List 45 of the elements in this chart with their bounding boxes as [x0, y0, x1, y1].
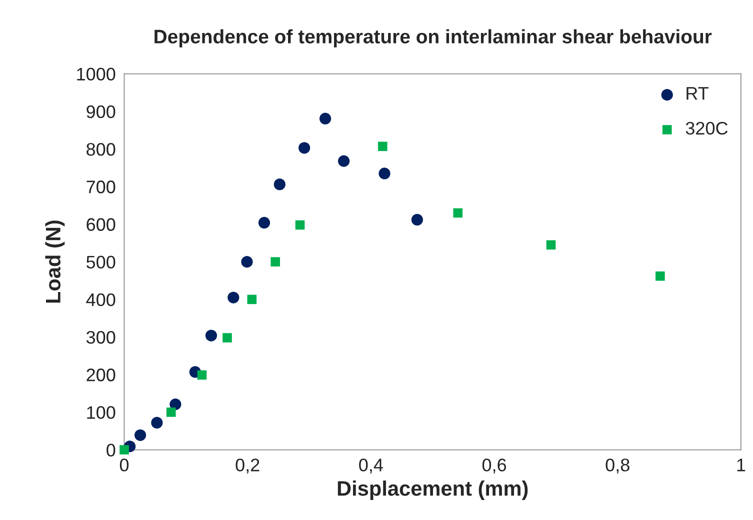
point: [274, 178, 286, 190]
legend-label: 320C: [686, 122, 728, 135]
legend-label: RT: [686, 87, 708, 100]
point: [247, 294, 257, 304]
point: [134, 429, 146, 441]
point: [298, 142, 310, 154]
point: [166, 408, 176, 417]
x-tick-label: 0,4: [359, 458, 383, 474]
x-axis-title: Displacement (mm): [338, 480, 528, 500]
point: [258, 216, 270, 229]
y-tick-label: 800: [86, 142, 116, 156]
point: [546, 240, 556, 250]
x-tick-label: 0: [120, 458, 129, 472]
y-tick-label: 500: [86, 256, 116, 269]
point: [453, 208, 463, 218]
y-axis-title: Load (N): [45, 220, 65, 303]
point: [411, 214, 423, 226]
point: [151, 416, 163, 429]
point: [197, 370, 207, 380]
point: [241, 256, 253, 268]
y-tick-label: 400: [86, 293, 116, 306]
y-tick-label: 300: [86, 330, 116, 344]
y-tick-label: 900: [86, 105, 116, 118]
x-tick-label: 0,8: [606, 458, 630, 474]
y-tick-label: 0: [106, 444, 116, 457]
point: [205, 330, 218, 342]
point: [378, 142, 388, 152]
point: [270, 257, 280, 266]
point: [378, 168, 390, 180]
point: [319, 112, 332, 124]
x-tick-label: 1: [737, 458, 746, 472]
point: [222, 333, 232, 342]
y-tick-label: 100: [87, 406, 116, 419]
y-tick-label: 1000: [77, 68, 116, 81]
y-tick-label: 200: [86, 368, 116, 382]
point: [656, 271, 665, 281]
point: [338, 155, 350, 167]
y-tick-label: 700: [86, 180, 116, 194]
point: [228, 292, 240, 304]
chart-title: Dependence of temperature on interlaminar shear behaviour: [154, 29, 712, 48]
x-tick-label: 0,2: [236, 458, 260, 474]
y-tick-label: 600: [86, 218, 116, 231]
point: [295, 220, 305, 230]
x-tick-label: 0,6: [482, 458, 506, 474]
point: [120, 445, 129, 454]
